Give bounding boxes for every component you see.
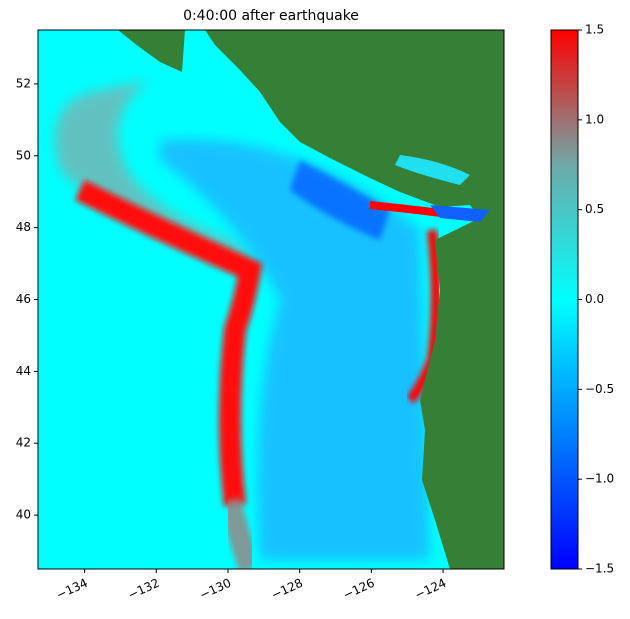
y-tick-label: 46	[16, 292, 31, 306]
colorbar-tick-label: −0.5	[585, 382, 614, 396]
colorbar-tick-label: −1.5	[585, 562, 614, 576]
y-tick-label: 42	[16, 436, 31, 450]
x-tick-label: −128	[269, 576, 305, 603]
colorbar-tick-label: 1.5	[585, 23, 604, 37]
x-tick-label: −130	[197, 576, 233, 603]
colorbar-tick-label: −1.0	[585, 472, 614, 486]
map-image	[38, 30, 504, 569]
colorbar-tick-label: 0.0	[585, 292, 604, 306]
x-tick-label: −134	[54, 576, 90, 603]
colorbar	[551, 30, 578, 569]
y-tick-label: 40	[16, 508, 31, 522]
y-tick-label: 50	[16, 148, 31, 162]
colorbar-tick-label: 0.5	[585, 202, 604, 216]
y-tick-label: 48	[16, 220, 31, 234]
colorbar-tick-label: 1.0	[585, 112, 604, 126]
x-tick-label: −124	[413, 576, 449, 603]
x-tick-label: −132	[126, 576, 162, 603]
y-tick-label: 44	[16, 364, 31, 378]
chart-title: 0:40:00 after earthquake	[183, 8, 359, 24]
x-tick-label: −126	[341, 576, 377, 603]
y-tick-label: 52	[16, 76, 31, 90]
